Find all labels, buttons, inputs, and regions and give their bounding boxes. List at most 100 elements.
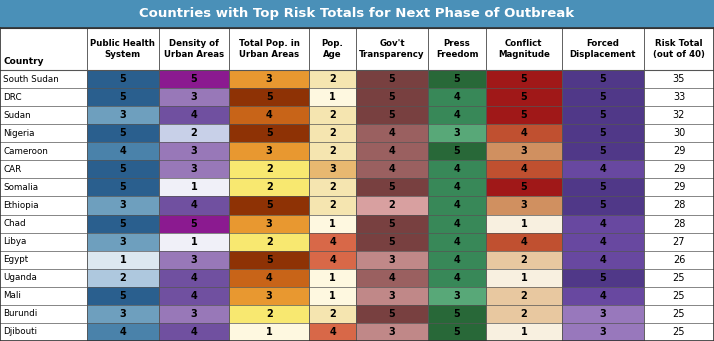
Text: 25: 25 (673, 309, 685, 319)
Text: 2: 2 (521, 291, 527, 301)
Text: 5: 5 (191, 219, 198, 228)
Bar (428, 323, 486, 341)
Bar (0, 124, 86, 142)
Bar (644, 269, 714, 287)
Text: 26: 26 (673, 255, 685, 265)
Bar (0, 28, 714, 70)
Text: 2: 2 (329, 110, 336, 120)
Bar (428, 124, 486, 142)
Text: 3: 3 (600, 327, 606, 337)
Text: 3: 3 (453, 291, 461, 301)
Text: 5: 5 (521, 182, 527, 192)
Bar (644, 142, 714, 160)
Text: 1: 1 (191, 237, 198, 247)
Bar (309, 70, 356, 88)
Text: Djibouti: Djibouti (3, 327, 37, 337)
Text: 5: 5 (266, 128, 273, 138)
Bar (356, 287, 428, 305)
Bar (309, 269, 356, 287)
Bar (356, 214, 428, 233)
Text: 25: 25 (673, 291, 685, 301)
Bar (159, 305, 229, 323)
Bar (0, 88, 86, 106)
Bar (356, 88, 428, 106)
Bar (428, 287, 486, 305)
Text: 3: 3 (119, 110, 126, 120)
Text: 4: 4 (521, 164, 527, 174)
Bar (229, 196, 309, 214)
Bar (309, 214, 356, 233)
Text: 4: 4 (266, 273, 273, 283)
Text: Total Pop. in
Urban Areas: Total Pop. in Urban Areas (238, 39, 300, 59)
Text: 5: 5 (266, 201, 273, 210)
Bar (159, 88, 229, 106)
Text: South Sudan: South Sudan (3, 75, 59, 84)
Bar (309, 88, 356, 106)
Text: 5: 5 (119, 128, 126, 138)
Text: 30: 30 (673, 128, 685, 138)
Bar (0, 305, 86, 323)
Text: 5: 5 (521, 92, 527, 102)
Bar (159, 287, 229, 305)
Bar (356, 196, 428, 214)
Bar (428, 178, 486, 196)
Text: 3: 3 (119, 201, 126, 210)
Bar (486, 233, 562, 251)
Bar (229, 269, 309, 287)
Bar (356, 323, 428, 341)
Bar (486, 251, 562, 269)
Text: 2: 2 (521, 255, 527, 265)
Text: 3: 3 (521, 201, 527, 210)
Bar (644, 178, 714, 196)
Text: Chad: Chad (3, 219, 26, 228)
Text: 4: 4 (119, 327, 126, 337)
Text: 2: 2 (329, 182, 336, 192)
Text: Nigeria: Nigeria (3, 129, 34, 138)
Text: 1: 1 (521, 327, 527, 337)
Bar (159, 178, 229, 196)
Text: Pop.
Age: Pop. Age (321, 39, 343, 59)
Text: 3: 3 (266, 219, 273, 228)
Text: 4: 4 (453, 219, 461, 228)
Bar (159, 251, 229, 269)
Bar (229, 124, 309, 142)
Bar (229, 70, 309, 88)
Bar (229, 214, 309, 233)
Bar (0, 160, 86, 178)
Bar (356, 251, 428, 269)
Bar (428, 269, 486, 287)
Text: 4: 4 (600, 255, 606, 265)
Text: 4: 4 (388, 273, 396, 283)
Text: 4: 4 (329, 237, 336, 247)
Bar (159, 323, 229, 341)
Text: 1: 1 (266, 327, 273, 337)
Bar (86, 196, 159, 214)
Text: 4: 4 (266, 110, 273, 120)
Bar (486, 269, 562, 287)
Bar (86, 160, 159, 178)
Bar (486, 178, 562, 196)
Bar (486, 305, 562, 323)
Bar (86, 142, 159, 160)
Bar (0, 106, 86, 124)
Bar (562, 88, 644, 106)
Bar (356, 178, 428, 196)
Bar (159, 269, 229, 287)
Text: 5: 5 (600, 201, 606, 210)
Text: Egypt: Egypt (3, 255, 28, 264)
Bar (562, 106, 644, 124)
Bar (644, 70, 714, 88)
Text: 1: 1 (521, 219, 527, 228)
Bar (486, 70, 562, 88)
Bar (309, 305, 356, 323)
Text: 5: 5 (119, 92, 126, 102)
Text: 5: 5 (388, 92, 396, 102)
Bar (0, 214, 86, 233)
Bar (644, 88, 714, 106)
Bar (428, 305, 486, 323)
Bar (159, 70, 229, 88)
Text: Public Health
System: Public Health System (91, 39, 156, 59)
Text: 4: 4 (600, 291, 606, 301)
Bar (356, 124, 428, 142)
Text: 4: 4 (521, 237, 527, 247)
